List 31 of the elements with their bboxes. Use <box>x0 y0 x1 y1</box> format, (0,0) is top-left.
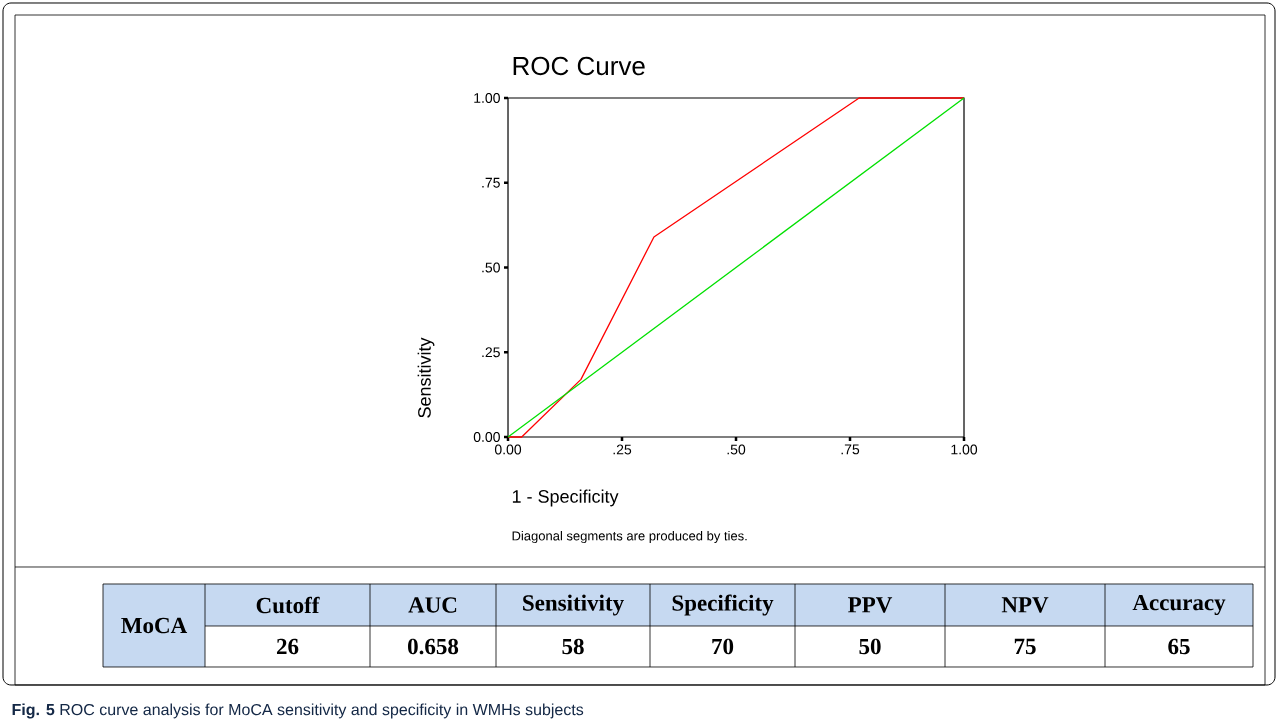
text: Diagonal segments are produced by ties. <box>512 530 747 544</box>
y-tick-label: .25 <box>482 347 500 358</box>
text: MoCA <box>121 617 188 634</box>
y-axis-title: Sensitivity <box>417 337 435 418</box>
text: Fig. 5 ROC curve analysis for MoCA sensitivity and specificity in WMHs subjects <box>12 703 584 719</box>
text: 58 <box>562 638 584 655</box>
x-tick-label: 1.00 <box>951 444 978 455</box>
text: Sensitivity <box>523 594 624 616</box>
x-axis-title: 1 - Specificity <box>512 489 619 507</box>
text: 50 <box>859 638 881 655</box>
line-series <box>507 97 965 438</box>
y-tick-label: 1.00 <box>474 93 500 103</box>
x-tick-label: .25 <box>613 444 632 455</box>
x-tick-label: .50 <box>727 444 746 455</box>
x-tick-label: .75 <box>841 444 860 455</box>
y-tick-label: 0.00 <box>473 432 500 442</box>
y-tick-label: .75 <box>482 177 500 188</box>
text: Specificity <box>672 594 774 616</box>
text: AUC <box>408 597 457 613</box>
text: 0.658 <box>408 638 459 655</box>
y-tick-label: .50 <box>482 262 500 273</box>
text: Accuracy <box>1132 594 1226 616</box>
text: PPV <box>848 597 893 613</box>
text: 75 <box>1014 638 1036 655</box>
text: 65 <box>1168 638 1190 655</box>
chart-title: ROC Curve <box>513 56 645 76</box>
text: NPV <box>1001 597 1049 613</box>
text: 70 <box>712 638 734 655</box>
x-tick-label: 0.00 <box>494 444 522 455</box>
text: Cutoff <box>256 596 320 614</box>
text: 26 <box>276 638 299 655</box>
